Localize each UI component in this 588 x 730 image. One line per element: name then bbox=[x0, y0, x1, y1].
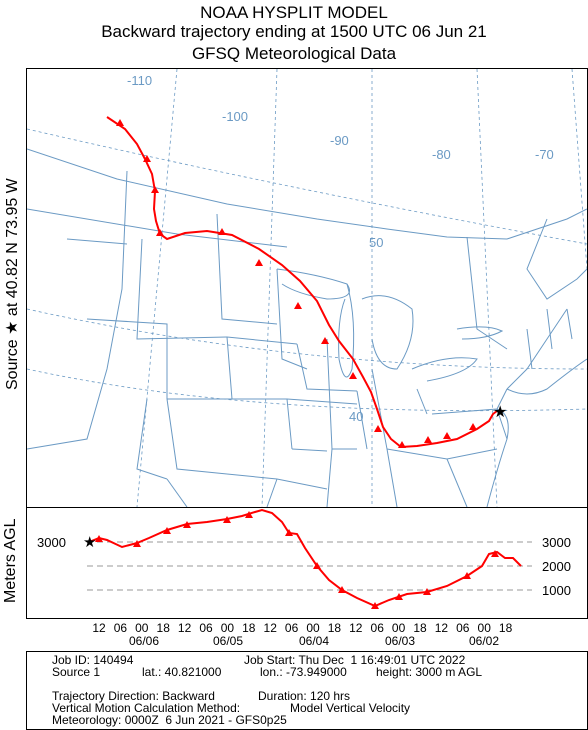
height-tick-right-1000: 1000 bbox=[542, 583, 571, 598]
height-marker bbox=[491, 550, 499, 557]
trajectory-marker bbox=[321, 337, 329, 344]
longitude-label-110: -110 bbox=[127, 73, 152, 88]
height-marker bbox=[423, 588, 431, 595]
source-lat: lat.: 40.821000 bbox=[142, 665, 222, 679]
meteorology: Meteorology: 0000Z 6 Jun 2021 - GFS0p25 bbox=[52, 713, 287, 727]
date-label-0603: 06/03 bbox=[385, 634, 415, 648]
trajectory-marker bbox=[255, 259, 263, 266]
latitude-label-50: 50 bbox=[369, 235, 383, 250]
graticule bbox=[27, 69, 587, 507]
job-id: Job ID: 140494 bbox=[52, 653, 134, 667]
height-tick-right-2000: 2000 bbox=[542, 559, 571, 574]
hour-tick-label: 18 bbox=[499, 621, 513, 635]
date-label-0606: 06/06 bbox=[129, 634, 159, 648]
source-lon: lon.: -73.949000 bbox=[260, 665, 347, 679]
hour-tick-label: 06 bbox=[371, 621, 385, 635]
hour-tick-label: 00 bbox=[478, 621, 492, 635]
trajectory-marker bbox=[151, 186, 159, 193]
hour-tick-label: 00 bbox=[392, 621, 406, 635]
hour-tick-label: 00 bbox=[221, 621, 235, 635]
hour-tick-label: 12 bbox=[92, 621, 106, 635]
height-axis-label: Meters AGL bbox=[2, 518, 19, 603]
hour-tick-label: 06 bbox=[114, 621, 128, 635]
source-star-icon: ★ bbox=[83, 534, 96, 551]
trajectory-duration: Duration: 120 hrs bbox=[258, 689, 351, 703]
hour-tick-label: 12 bbox=[435, 621, 449, 635]
title-line-3: GFSQ Meteorological Data bbox=[191, 44, 397, 63]
height-marker bbox=[371, 602, 379, 609]
trajectory-marker bbox=[143, 155, 151, 162]
trajectory-marker bbox=[443, 432, 451, 439]
hour-tick-label: 06 bbox=[285, 621, 299, 635]
hour-tick-label: 06 bbox=[456, 621, 470, 635]
vertical-method-value: Model Vertical Velocity bbox=[290, 701, 411, 715]
height-marker bbox=[285, 529, 293, 536]
source-height: height: 3000 m AGL bbox=[376, 665, 483, 679]
hour-tick-label: 00 bbox=[306, 621, 320, 635]
height-marker bbox=[223, 516, 231, 523]
trajectory-direction: Trajectory Direction: Backward bbox=[52, 689, 215, 703]
height-tick-left: 3000 bbox=[37, 535, 66, 550]
trajectory-marker bbox=[469, 423, 477, 430]
height-gridlines bbox=[87, 541, 532, 591]
trajectory-marker bbox=[424, 436, 432, 443]
hour-tick-label: 12 bbox=[264, 621, 278, 635]
trajectory-marker bbox=[398, 441, 406, 448]
height-marker bbox=[183, 521, 191, 528]
hour-tick-label: 18 bbox=[413, 621, 427, 635]
trajectory-marker bbox=[294, 302, 302, 309]
hour-tick-label: 18 bbox=[157, 621, 171, 635]
map-canvas: -110 -100 -90 -80 -70 50 40 bbox=[27, 69, 587, 507]
hour-tick-label: 12 bbox=[349, 621, 363, 635]
boundaries bbox=[27, 148, 587, 507]
height-marker bbox=[133, 540, 141, 547]
date-label-0602: 06/02 bbox=[469, 634, 499, 648]
height-marker bbox=[245, 511, 253, 518]
height-marker bbox=[463, 572, 471, 579]
time-axis-canvas: 12 06 00 18 12 06 00 18 12 06 00 18 12 06 00 18 12 06 00 18… bbox=[92, 621, 513, 648]
trajectory-marker bbox=[374, 425, 382, 432]
height-panel: 3000 3000 2000 1000 ★ bbox=[26, 507, 588, 619]
date-label-0604: 06/04 bbox=[299, 634, 329, 648]
date-label-0605: 06/05 bbox=[213, 634, 243, 648]
hour-tick-label: 06 bbox=[199, 621, 213, 635]
source-number: Source 1 bbox=[52, 665, 101, 679]
title-line-1: NOAA HYSPLIT MODEL bbox=[200, 3, 388, 22]
trajectory-marker bbox=[156, 229, 164, 236]
job-start: Job Start: Thu Dec 1 16:49:01 UTC 2022 bbox=[244, 653, 466, 667]
trajectory-marker bbox=[349, 372, 357, 379]
trajectory-marker bbox=[116, 119, 124, 126]
height-marker bbox=[395, 593, 403, 600]
time-axis: 12 06 00 18 12 06 00 18 12 06 00 18 12 06 00 18 12 06 00 18… bbox=[26, 619, 588, 651]
longitude-label-90: -90 bbox=[330, 133, 349, 148]
longitude-label-80: -80 bbox=[432, 147, 451, 162]
hour-tick-label: 12 bbox=[178, 621, 192, 635]
height-tick-right-3000: 3000 bbox=[542, 535, 571, 550]
map-panel: -110 -100 -90 -80 -70 50 40 bbox=[26, 68, 588, 508]
hour-tick-label: 18 bbox=[328, 621, 342, 635]
source-location-label: Source ★ at 40.82 N 73.95 W bbox=[4, 178, 21, 390]
height-marker bbox=[338, 586, 346, 593]
trajectory-path: ★ bbox=[106, 116, 507, 449]
longitude-label-70: -70 bbox=[535, 147, 554, 162]
title-line-2: Backward trajectory ending at 1500 UTC 0… bbox=[101, 22, 487, 41]
hour-tick-label: 18 bbox=[242, 621, 256, 635]
trajectory-marker bbox=[218, 228, 226, 235]
latitude-label-40: 40 bbox=[349, 409, 363, 424]
vertical-method-label: Vertical Motion Calculation Method: bbox=[52, 701, 241, 715]
height-profile: ★ bbox=[83, 508, 522, 609]
height-marker bbox=[95, 535, 103, 542]
height-marker bbox=[313, 562, 321, 569]
longitude-label-100: -100 bbox=[222, 109, 248, 124]
hour-tick-label: 00 bbox=[135, 621, 149, 635]
height-marker bbox=[163, 527, 171, 534]
height-canvas: 3000 3000 2000 1000 ★ bbox=[37, 508, 571, 609]
source-star-icon: ★ bbox=[493, 404, 507, 421]
